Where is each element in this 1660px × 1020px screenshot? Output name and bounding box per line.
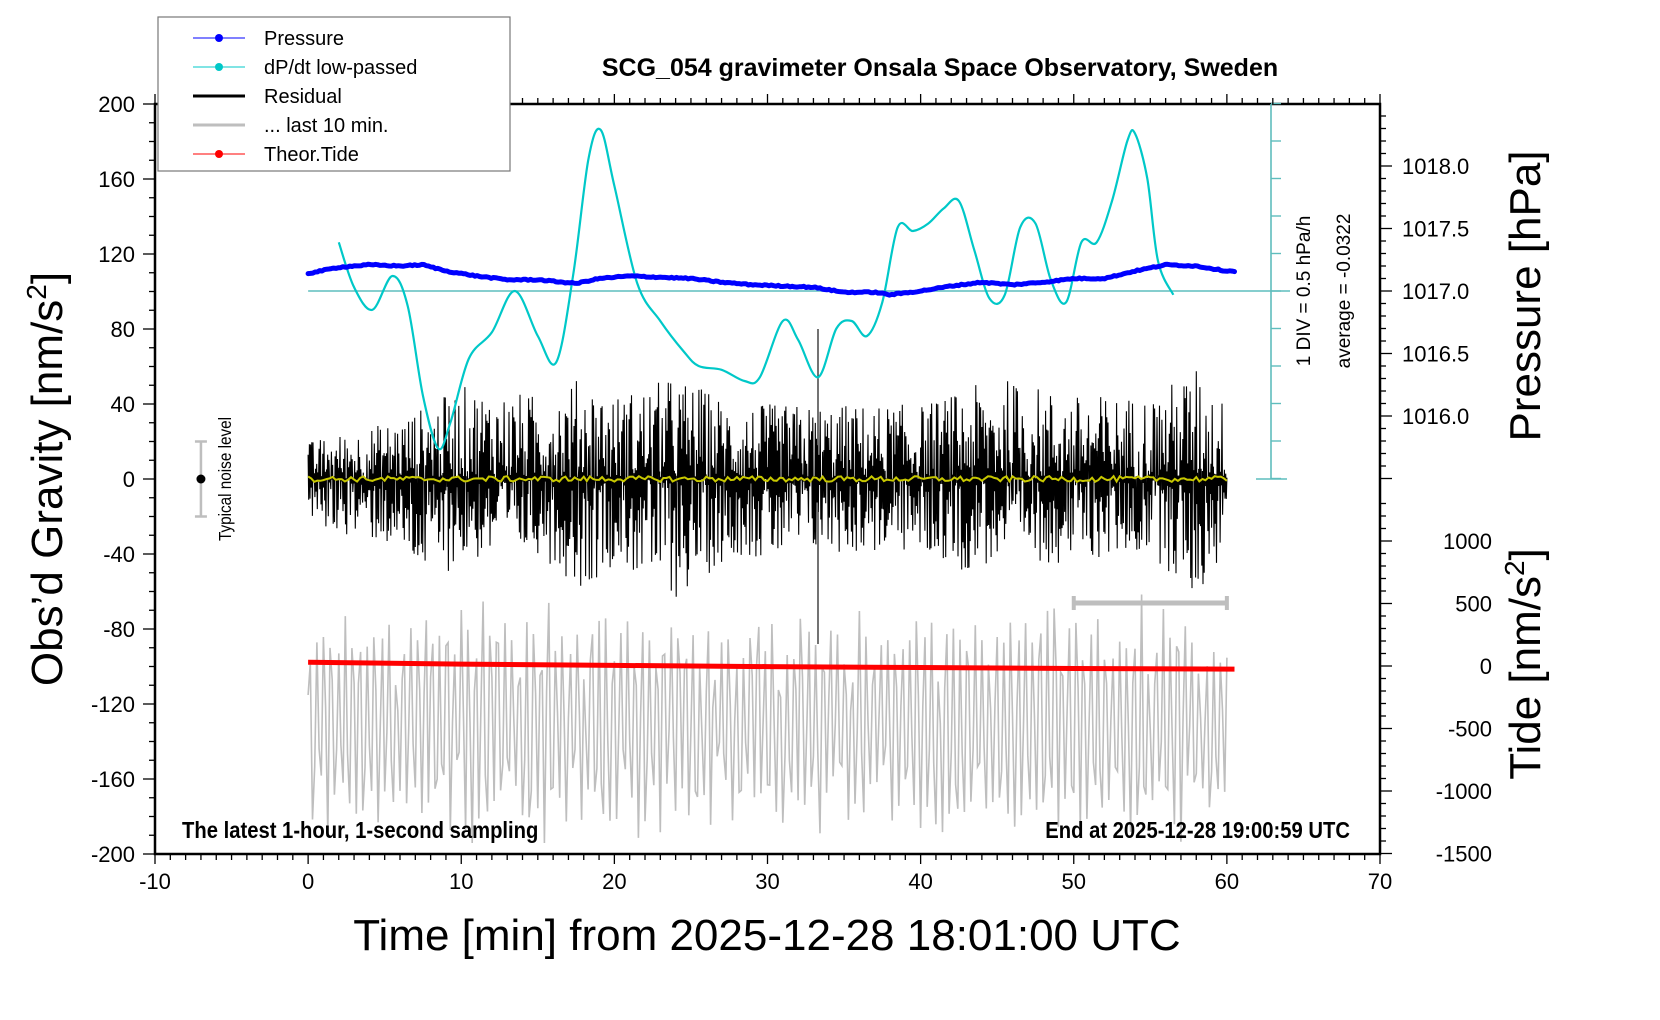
dpdt-series: [337, 127, 1175, 451]
x-tick-label: 10: [449, 869, 473, 894]
residual-smoothed-series: [307, 474, 1228, 484]
tide-tick-label: -1000: [1436, 779, 1492, 804]
pressure-tick-label: 1016.5: [1402, 342, 1469, 367]
pressure-series: [305, 261, 1237, 298]
left-y-tick-label: -80: [103, 617, 135, 642]
legend-entry: dP/dt low-passed: [193, 57, 417, 79]
tide-axis-title-main: Tide [nm/s: [1501, 576, 1550, 780]
sampling-note: The latest 1-hour, 1-second sampling: [182, 817, 538, 844]
dpdt-average-label: average = -0.0322: [1334, 214, 1355, 369]
theoretical-tide-line: [308, 659, 1235, 672]
legend-entry: Pressure: [193, 28, 344, 50]
tide-tick-label: -1500: [1436, 842, 1492, 867]
left-y-tick-label: 200: [98, 92, 135, 117]
pressure-tick-label: 1016.0: [1402, 404, 1469, 429]
legend-swatch-dot: [215, 34, 223, 42]
x-tick-label: 60: [1215, 869, 1239, 894]
last-10-min-series: [307, 594, 1228, 844]
left-y-axis-title-sup: 2: [21, 284, 52, 300]
tide-tick-label: -500: [1448, 717, 1492, 742]
x-tick-label: 0: [302, 869, 314, 894]
tide-axis-title: Tide [nm/s2]: [1499, 548, 1550, 780]
residual-series: [307, 329, 1228, 644]
legend-swatch-dot: [215, 150, 223, 158]
legend-label: ... last 10 min.: [264, 115, 389, 137]
x-tick-label: 40: [908, 869, 932, 894]
x-tick-label: 70: [1368, 869, 1392, 894]
x-tick-label: -10: [139, 869, 171, 894]
noise-level-label: Typical noise level: [215, 417, 235, 541]
residual-smoothed-line: [307, 474, 1228, 484]
axes: -10 0 10 20 30 40 50 60 70 200 160 120 80 40 0 -40 -80 -1…: [91, 92, 1492, 894]
dpdt-scale-label: 1 DIV = 0.5 hPa/h: [1294, 216, 1315, 367]
left-y-tick-label: 160: [98, 167, 135, 192]
legend-entry: Theor.Tide: [193, 144, 359, 166]
left-y-tick-label: 0: [123, 467, 135, 492]
x-axis-title: Time [min] from 2025-12-28 18:01:00 UTC: [353, 911, 1180, 960]
chart-title: SCG_054 gravimeter Onsala Space Observat…: [602, 54, 1278, 82]
legend-label: Theor.Tide: [264, 144, 359, 166]
left-y-tick-label: 80: [111, 317, 135, 342]
left-y-tick-label: -160: [91, 767, 135, 792]
tide-tick-label: 500: [1455, 592, 1492, 617]
legend-label: Residual: [264, 86, 342, 108]
legend-label: dP/dt low-passed: [264, 57, 417, 79]
pressure-tick-label: 1017.0: [1402, 279, 1469, 304]
tide-tick-label: 0: [1480, 654, 1492, 679]
left-y-axis-title: Obs’d Gravity [nm/s2]: [21, 272, 72, 686]
end-time-note: End at 2025-12-28 19:00:59 UTC: [1045, 817, 1350, 844]
residual-line: [307, 329, 1228, 644]
legend-label: Pressure: [264, 28, 344, 50]
legend-entry: Residual: [193, 86, 342, 108]
left-y-tick-label: -200: [91, 842, 135, 867]
last-10-min-line: [307, 594, 1228, 844]
x-tick-label: 50: [1062, 869, 1086, 894]
dpdt-line: [337, 127, 1175, 451]
pressure-line: [305, 261, 1237, 298]
noise-bar-center-dot: [196, 474, 206, 484]
legend-swatch-dot: [215, 63, 223, 71]
tide-axis-title-end: ]: [1501, 548, 1550, 560]
legend-box: [157, 16, 511, 172]
x-tick-label: 30: [755, 869, 779, 894]
pressure-tick-label: 1018.0: [1402, 154, 1469, 179]
pressure-axis-title: Pressure [hPa]: [1501, 150, 1550, 441]
tide-tick-label: 1000: [1443, 529, 1492, 554]
pressure-tick-label: 1017.5: [1402, 217, 1469, 242]
left-y-tick-label: -40: [103, 542, 135, 567]
left-y-axis-title-end: ]: [23, 272, 72, 284]
legend: Pressure dP/dt low-passed Residual ... last…: [157, 16, 511, 172]
tide-axis-title-sup: 2: [1499, 560, 1530, 576]
reference-bars: [194, 440, 1229, 610]
left-y-tick-label: 40: [111, 392, 135, 417]
left-y-tick-label: 120: [98, 242, 135, 267]
theoretical-tide-series: [308, 659, 1235, 672]
x-tick-label: 20: [602, 869, 626, 894]
dpdt-scale-axis: [308, 102, 1290, 480]
legend-entry: ... last 10 min.: [193, 115, 389, 137]
left-y-axis-title-main: Obs’d Gravity [nm/s: [23, 300, 72, 686]
left-y-tick-label: -120: [91, 692, 135, 717]
